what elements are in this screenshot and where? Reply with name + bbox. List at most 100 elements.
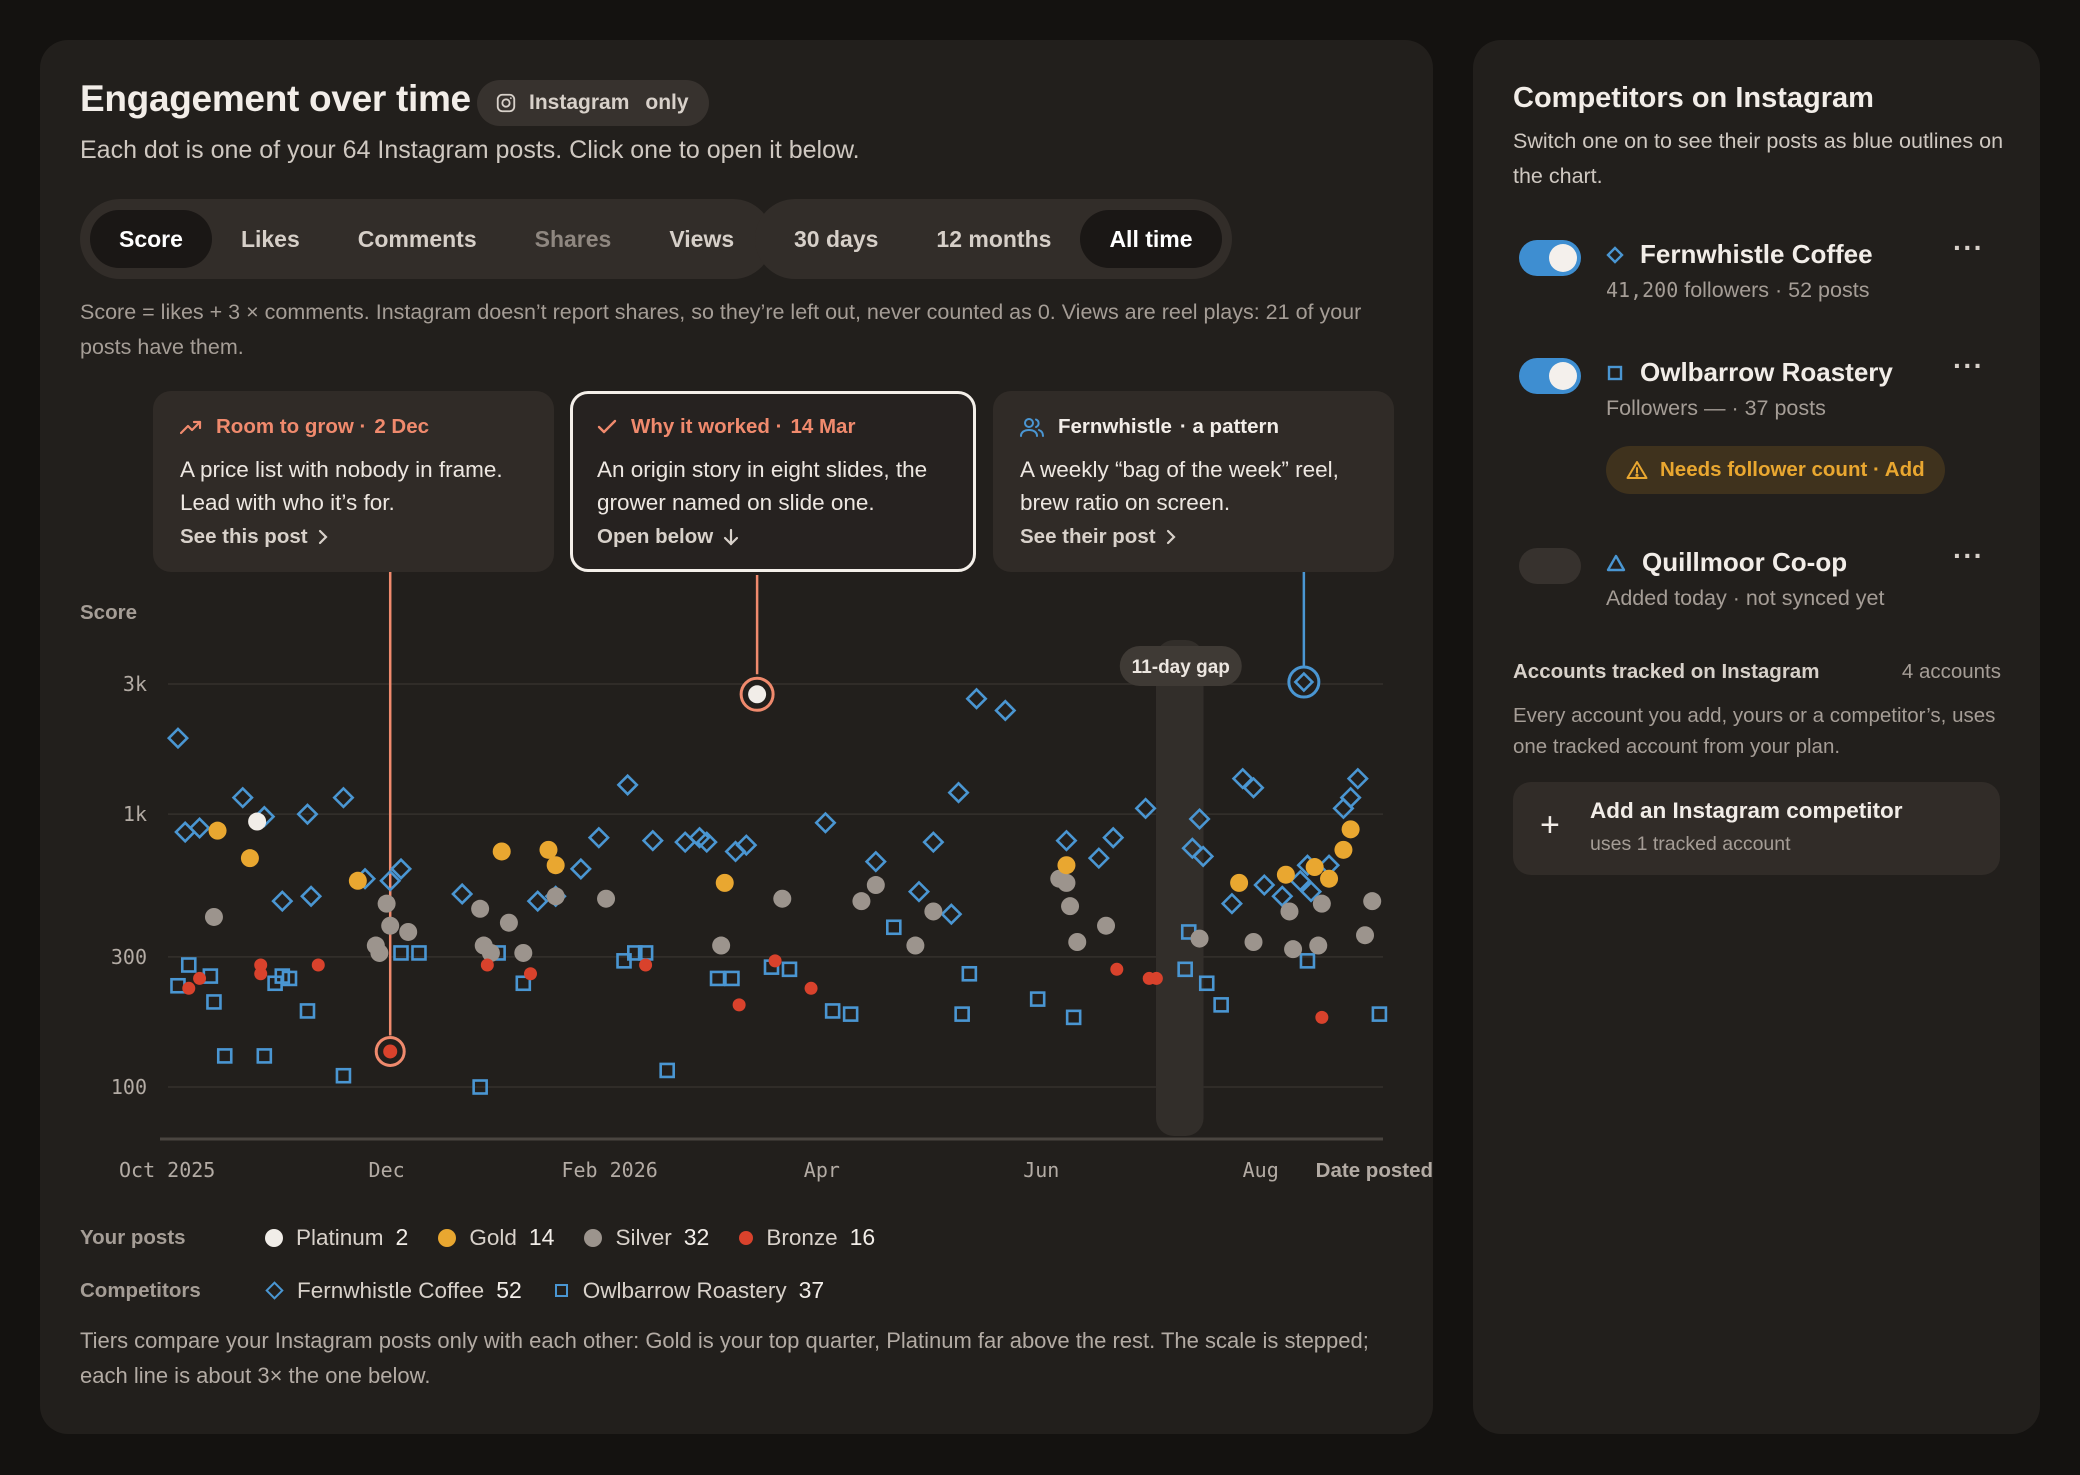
see-their-post-link[interactable]: See their post (1020, 525, 1367, 549)
gold-point (240, 849, 259, 868)
silver-point (1312, 894, 1331, 913)
more-options-icon[interactable]: ··· (1953, 540, 1984, 571)
add-competitor-button[interactable]: + Add an Instagram competitor uses 1 tra… (1513, 782, 2000, 875)
competitor-toggle[interactable] (1519, 358, 1581, 394)
tab-comments[interactable]: Comments (357, 225, 477, 252)
warning-label: Needs follower count · Add (1660, 458, 1925, 481)
gold-dot-icon (438, 1228, 457, 1247)
fernwhistle-point (231, 786, 254, 809)
owlbarrow-point (824, 1003, 841, 1019)
insight-card-fernwhistle-pattern[interactable]: Fernwhistle · a pattern A weekly “bag of… (993, 391, 1394, 572)
fernwhistle-point (1300, 880, 1323, 903)
gold-point (208, 821, 227, 840)
silver-point (1284, 940, 1303, 959)
fernwhistle-point (1102, 826, 1125, 849)
card-date: · a pattern (1179, 415, 1280, 438)
arrow-down-icon (723, 528, 739, 546)
tab-score[interactable]: Score (90, 210, 212, 268)
legend-label: Competitors (80, 1278, 201, 1302)
range-tabs: 30 days 12 months All time (755, 199, 1232, 279)
legend-bronze[interactable]: Bronze 16 (739, 1224, 875, 1251)
owlbarrow-point (1213, 997, 1229, 1013)
more-options-icon[interactable]: ··· (1953, 232, 1984, 263)
legend-count: 52 (496, 1277, 522, 1303)
x-tick-label: Feb 2026 (561, 1158, 657, 1182)
owlbarrow-point (299, 1003, 316, 1019)
owlbarrow-point (724, 970, 740, 987)
bronze-point (1149, 971, 1163, 985)
open-below-link[interactable]: Open below (597, 525, 949, 549)
owlbarrow-point (256, 1048, 273, 1064)
owlbarrow-point (1198, 975, 1215, 992)
legend-owlbarrow[interactable]: Owlbarrow Roastery 37 (552, 1277, 824, 1304)
tab-30-days[interactable]: 30 days (794, 225, 879, 252)
competitor-toggle[interactable] (1519, 240, 1581, 276)
fernwhistle-point (814, 811, 837, 834)
silver-point (1280, 902, 1299, 921)
silver-point (597, 889, 616, 908)
tab-views[interactable]: Views (669, 225, 735, 252)
instagram-filter-chip[interactable]: Instagram only (477, 80, 709, 126)
more-options-icon[interactable]: ··· (1953, 350, 1984, 381)
gold-point (1320, 869, 1339, 888)
fernwhistle-point (965, 687, 988, 710)
fernwhistle-point (994, 699, 1017, 722)
silver-point (370, 943, 389, 962)
legend-fernwhistle[interactable]: Fernwhistle Coffee 52 (265, 1277, 522, 1304)
tab-all-time[interactable]: All time (1080, 210, 1222, 268)
bronze-point (311, 958, 325, 972)
chevron-right-icon (318, 529, 328, 545)
legend-silver[interactable]: Silver 32 (584, 1224, 709, 1251)
card-kind: Why it worked · (631, 415, 783, 438)
y-tick-label: 3k (123, 672, 147, 696)
insight-card-why-it-worked[interactable]: Why it worked · 14 Mar An origin story i… (570, 391, 976, 572)
warning-icon (1626, 460, 1648, 480)
legend-platinum[interactable]: Platinum 2 (265, 1224, 408, 1251)
fernwhistle-point (1192, 845, 1215, 868)
needs-follower-count-button[interactable]: Needs follower count · Add (1606, 446, 1945, 494)
bronze-point (1315, 1010, 1329, 1024)
tracked-accounts-note: Every account you add, yours or a compet… (1513, 704, 1996, 758)
silver-point (1057, 873, 1076, 892)
chevron-right-icon (1166, 529, 1176, 545)
insight-card-room-to-grow[interactable]: Room to grow · 2 Dec A price list with n… (153, 391, 554, 572)
fernwhistle-point (379, 869, 402, 892)
add-button-title: Add an Instagram competitor (1590, 798, 1903, 823)
owlbarrow-point (627, 945, 643, 961)
fernwhistle-point (1231, 767, 1254, 790)
link-label: See this post (180, 525, 308, 548)
see-this-post-link[interactable]: See this post (180, 525, 527, 549)
fernwhistle-point (616, 773, 639, 796)
highlight-point (748, 685, 767, 704)
meta-rest: followers · 52 posts (1678, 278, 1870, 302)
fernwhistle-point (166, 727, 190, 750)
chip-suffix: only (645, 91, 689, 114)
y-tick-label: 1k (123, 802, 147, 826)
legend-name: Platinum (296, 1224, 384, 1250)
fernwhistle-point (1188, 807, 1211, 831)
legend-count: 2 (395, 1224, 409, 1250)
x-tick-label: Aug (1243, 1158, 1279, 1182)
card-date: 2 Dec (374, 415, 430, 438)
silver-point (204, 907, 223, 926)
legend-gold[interactable]: Gold 14 (438, 1224, 554, 1251)
competitor-toggle[interactable] (1519, 548, 1581, 584)
gap-band (1155, 640, 1204, 1136)
tab-shares[interactable]: Shares (534, 225, 612, 252)
silver-point (712, 936, 731, 955)
gold-point (539, 840, 558, 859)
tab-12-months[interactable]: 12 months (936, 225, 1052, 252)
tab-likes[interactable]: Likes (240, 225, 300, 252)
silver-point (1244, 932, 1263, 951)
gold-point (1276, 865, 1295, 884)
metric-tabs: Score Likes Comments Shares Views (80, 199, 774, 279)
fernwhistle-point (188, 816, 211, 840)
legend-competitors: Competitors Fernwhistle Coffee 52 Owlbarr… (80, 1277, 854, 1304)
owlbarrow-point (659, 1062, 675, 1079)
owlbarrow-point (1371, 1006, 1388, 1022)
owlbarrow-point (170, 977, 186, 994)
tracked-accounts-label: Accounts tracked on Instagram (1513, 660, 1820, 683)
owlbarrow-point (842, 1006, 859, 1022)
silver-point (1068, 932, 1087, 951)
owlbarrow-point (709, 970, 726, 987)
